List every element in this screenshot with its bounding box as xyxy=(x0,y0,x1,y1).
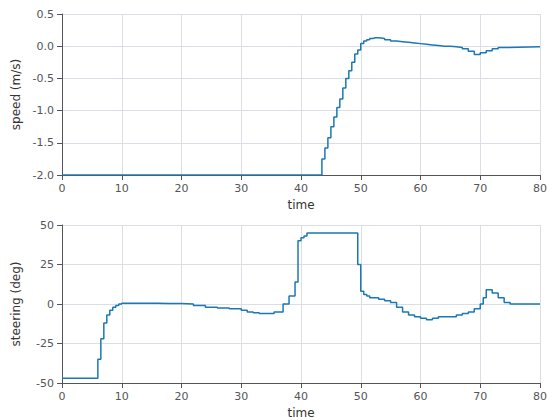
svg-text:60: 60 xyxy=(414,390,428,403)
svg-text:50: 50 xyxy=(354,390,368,403)
svg-text:60: 60 xyxy=(414,182,428,195)
svg-text:50: 50 xyxy=(40,219,54,232)
svg-text:0: 0 xyxy=(47,298,54,311)
svg-text:-25: -25 xyxy=(36,337,54,350)
svg-text:25: 25 xyxy=(40,258,54,271)
svg-text:0.0: 0.0 xyxy=(37,40,55,53)
svg-text:-50: -50 xyxy=(36,377,54,390)
svg-text:20: 20 xyxy=(175,182,189,195)
svg-text:-2.0: -2.0 xyxy=(33,169,54,182)
svg-text:40: 40 xyxy=(294,390,308,403)
svg-text:10: 10 xyxy=(115,182,129,195)
svg-text:50: 50 xyxy=(354,182,368,195)
svg-text:time: time xyxy=(287,406,314,420)
svg-text:0: 0 xyxy=(59,390,66,403)
svg-text:time: time xyxy=(287,198,314,212)
svg-text:steering (deg): steering (deg) xyxy=(9,261,23,346)
svg-text:-1.0: -1.0 xyxy=(33,104,54,117)
svg-text:0.5: 0.5 xyxy=(37,8,55,21)
svg-text:20: 20 xyxy=(175,390,189,403)
svg-text:30: 30 xyxy=(234,182,248,195)
svg-text:-0.5: -0.5 xyxy=(33,72,54,85)
svg-text:40: 40 xyxy=(294,182,308,195)
svg-text:0: 0 xyxy=(59,182,66,195)
svg-text:-1.5: -1.5 xyxy=(33,136,54,149)
svg-text:speed (m/s): speed (m/s) xyxy=(9,59,23,130)
svg-text:70: 70 xyxy=(473,182,487,195)
svg-text:70: 70 xyxy=(473,390,487,403)
svg-text:30: 30 xyxy=(234,390,248,403)
svg-text:10: 10 xyxy=(115,390,129,403)
svg-text:80: 80 xyxy=(533,182,547,195)
svg-text:80: 80 xyxy=(533,390,547,403)
